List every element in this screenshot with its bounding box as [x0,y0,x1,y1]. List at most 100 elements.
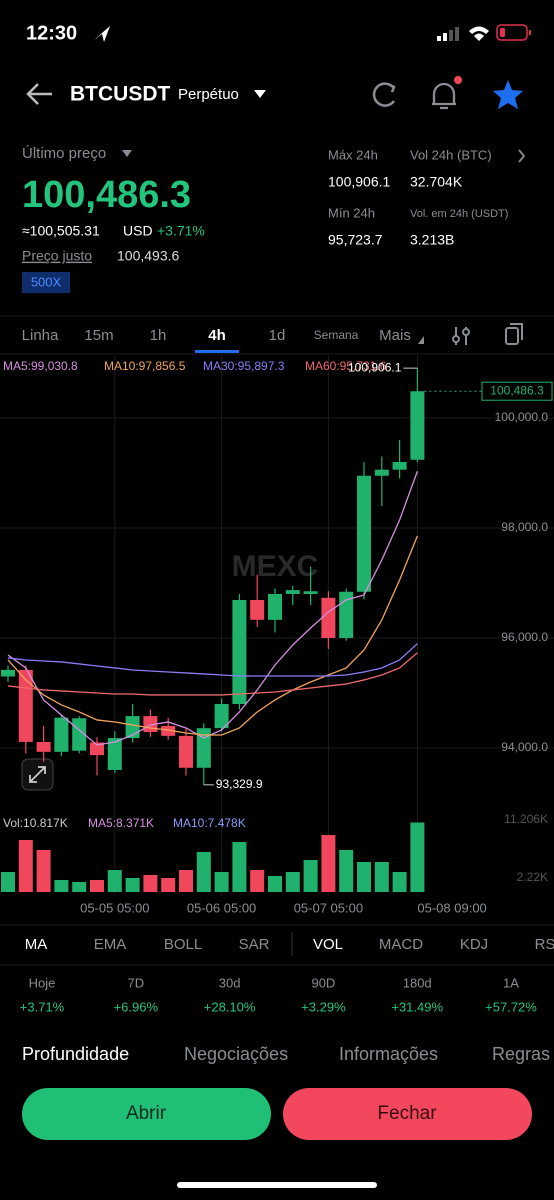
open-button[interactable] [22,1088,271,1140]
ma-line [7,535,419,736]
x-tick-label: 05-06 05:00 [187,900,256,915]
volume-bar [161,877,176,892]
leverage-badge [22,272,70,293]
volume-bar [125,877,140,892]
ma-legend: MA30:95,897.3 [203,359,285,373]
last-price: 100,486.3 [22,174,191,216]
ma-line [7,471,419,746]
dropdown-icon [418,336,424,344]
candle-body [339,591,354,638]
performance-period: Hoje [29,975,56,990]
volume-bar [54,879,69,892]
bottom-tab[interactable]: Regras [492,1044,550,1064]
location-icon [94,26,110,42]
volume-tick-label: 2.22K [517,870,548,884]
volume-bar [179,870,193,892]
indicator-tab[interactable]: MACD [379,936,423,953]
volume-bar [36,849,51,892]
back-button[interactable] [26,83,52,105]
ma-line [7,643,418,677]
refresh-icon[interactable] [372,82,396,107]
volume-bar [285,872,300,892]
volume-bar [143,874,158,892]
open-button-label[interactable]: Abrir [126,1103,167,1124]
x-tick-label: 05-05 05:00 [80,900,149,915]
x-tick-label: 05-07 05:00 [294,900,363,915]
performance-period: 1A [503,975,519,990]
low-label: 93,329.9 [216,777,263,791]
timeframe-tab[interactable]: 15m [84,327,113,344]
close-button[interactable] [283,1088,532,1140]
timeframe-tab[interactable]: 1d [269,327,286,344]
wifi-icon [469,26,489,41]
layout-icon[interactable] [505,323,523,345]
volume-ma-legend: MA5:8.371K [88,816,154,830]
dropdown-icon [122,150,132,157]
last-price-label: Último preço [22,145,106,162]
ma-legend: MA60:95,731.6 [305,359,387,373]
favorite-star[interactable] [493,80,523,109]
clock: 12:30 [26,22,77,44]
active-tab-indicator [195,350,239,353]
indicator-tab[interactable]: SAR [239,936,270,953]
volume-bar [250,870,265,892]
watermark: MEXC [232,550,319,583]
candle-body [232,600,247,704]
stats-arrow[interactable] [518,149,526,163]
bottom-tab[interactable]: Negociações [184,1044,288,1064]
candle-body [36,741,51,752]
home-indicator [177,1182,377,1188]
y-tick-label: 98,000.0 [501,520,548,534]
bell-icon[interactable] [432,76,462,110]
price-tag [481,381,553,401]
contract-type[interactable]: Perpétuo [178,86,239,103]
currency: USD [123,223,153,239]
volume-bar [303,860,318,892]
fullscreen-button[interactable] [21,758,54,791]
indicator-tab[interactable]: VOL [313,936,343,953]
volume-bar [321,835,336,892]
timeframe-tab[interactable]: Linha [22,327,59,344]
battery-icon [496,24,531,41]
volume-bar [374,861,389,892]
candle-body [374,469,389,476]
volume-bar [357,861,371,892]
bottom-tab[interactable]: Profundidade [22,1044,129,1064]
candle-body [303,591,318,594]
ma-legend: MA10:97,856.5 [104,359,186,373]
volume-bar [107,870,122,892]
timeframe-tab[interactable]: 1h [150,327,167,344]
dropdown-icon[interactable] [254,90,266,98]
performance-period: 30d [219,975,241,990]
y-tick-label: 100,000.0 [495,410,549,424]
close-button-label[interactable]: Fechar [377,1103,437,1124]
settings-icon[interactable] [452,327,470,345]
timeframe-tab[interactable]: Mais [379,327,411,344]
timeframe-tab[interactable]: Semana [314,328,359,342]
stat-value: 95,723.7 [328,232,383,248]
volume-bar [268,876,282,892]
ma-line [7,652,418,696]
candle-body [214,703,229,729]
volume-tick-label: 11.206K [504,812,548,826]
candle-body [54,717,69,752]
signal-icon [437,27,459,41]
volume-bar [1,872,15,892]
volume-bar [339,849,354,892]
indicator-tab[interactable]: EMA [94,936,127,953]
volume-legend: Vol:10.817K [3,816,68,830]
candle-body [196,728,211,768]
indicator-tab[interactable]: MA [25,936,48,953]
indicator-tab[interactable]: RS [535,936,554,953]
bottom-tab[interactable]: Informações [339,1044,438,1064]
high-label: 100,906.1 [348,360,402,374]
symbol: BTCUSDT [70,83,170,106]
timeframe-tab[interactable]: 4h [208,327,226,344]
volume-ma-legend: MA10:7.478K [173,816,246,830]
indicator-tab[interactable]: KDJ [460,936,488,953]
indicator-tab[interactable]: BOLL [164,936,202,953]
approx-price: ≈100,505.31 [22,223,100,239]
performance-change: +6.96% [114,999,159,1014]
fair-price-label: Preço justo [22,248,92,264]
